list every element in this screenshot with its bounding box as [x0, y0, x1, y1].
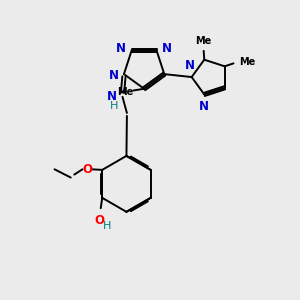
Text: H: H	[103, 220, 112, 230]
Text: H: H	[110, 100, 119, 111]
Text: N: N	[199, 100, 209, 113]
Text: N: N	[116, 42, 126, 56]
Text: N: N	[185, 59, 195, 72]
Text: N: N	[109, 69, 118, 82]
Text: O: O	[82, 163, 92, 176]
Text: N: N	[162, 42, 172, 56]
Text: Me: Me	[196, 36, 212, 46]
Text: N: N	[106, 90, 117, 103]
Text: Me: Me	[239, 57, 256, 67]
Text: Me: Me	[117, 87, 133, 97]
Text: O: O	[94, 214, 104, 227]
